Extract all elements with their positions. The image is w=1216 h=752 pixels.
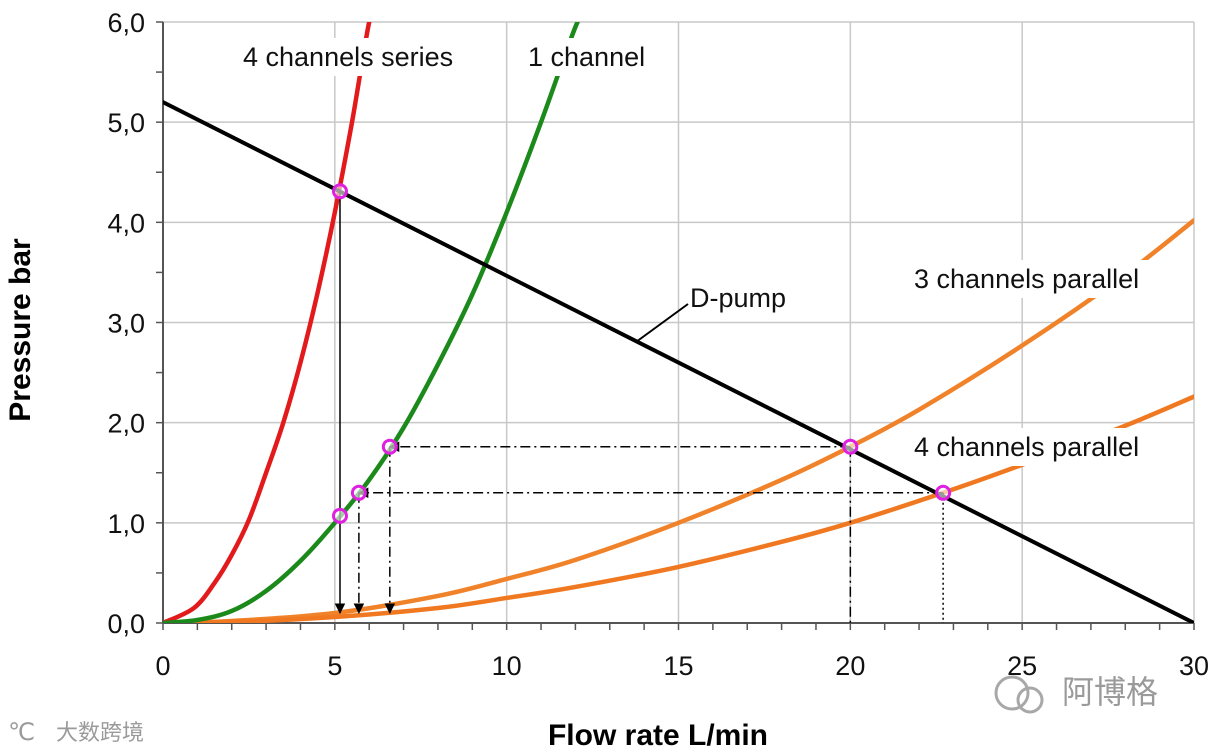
watermark-left-logo: ℃ — [8, 718, 35, 746]
x-tick-label: 30 — [1179, 651, 1209, 681]
x-tick-label: 5 — [327, 651, 342, 681]
d-pump-leader-line — [635, 303, 689, 343]
label-d-pump: D-pump — [690, 283, 786, 313]
y-tick-label: 5,0 — [107, 108, 145, 138]
x-tick-labels: 0 5 10 15 20 25 30 — [155, 651, 1209, 681]
watermark-left: ℃ 大数跨境 — [8, 718, 144, 746]
label-bg — [906, 428, 1186, 466]
x-tick-label: 15 — [663, 651, 693, 681]
axes — [156, 21, 1195, 630]
label-bg — [906, 260, 1186, 298]
operating-point-marker — [331, 183, 348, 200]
operating-point-marker — [935, 484, 952, 501]
series-line-4-channels-series — [163, 22, 372, 623]
y-tick-label: 0,0 — [107, 609, 145, 639]
y-tick-label: 6,0 — [107, 8, 145, 38]
series-line-d-pump — [163, 100, 1194, 623]
watermark-right: 阿博格 — [994, 673, 1158, 714]
label-4-channels-parallel: 4 channels parallel — [914, 432, 1139, 462]
label-1-channel: 1 channel — [528, 42, 645, 72]
grid-lines — [163, 21, 1195, 623]
y-axis-title: Pressure bar — [4, 238, 37, 422]
label-4-channels-series: 4 channels series — [243, 42, 453, 72]
label-bg — [520, 38, 670, 76]
series-line-1-channel — [163, 22, 581, 623]
operating-point-marker — [381, 438, 398, 455]
y-tick-label: 4,0 — [107, 208, 145, 238]
y-tick-labels: 0,0 1,0 2,0 3,0 4,0 5,0 6,0 — [107, 8, 145, 639]
y-tick-label: 1,0 — [107, 509, 145, 539]
operating-point-markers — [331, 183, 952, 524]
watermark-right-text: 阿博格 — [1062, 673, 1158, 711]
x-tick-label: 20 — [835, 651, 865, 681]
x-axis-title: Flow rate L/min — [548, 719, 768, 752]
watermark-left-text: 大数跨境 — [56, 721, 144, 746]
operating-point-marker — [350, 484, 367, 501]
wechat-icon — [994, 675, 1030, 711]
operating-point-marker — [331, 507, 348, 524]
x-tick-label: 10 — [492, 651, 522, 681]
y-tick-label: 3,0 — [107, 309, 145, 339]
projection-lines — [334, 191, 944, 623]
operating-point-marker — [842, 438, 859, 455]
y-tick-label: 2,0 — [107, 409, 145, 439]
x-tick-label: 0 — [155, 651, 170, 681]
label-3-channels-parallel: 3 channels parallel — [914, 264, 1139, 294]
label-bg — [235, 38, 497, 76]
wechat-icon-inner — [1016, 686, 1044, 714]
